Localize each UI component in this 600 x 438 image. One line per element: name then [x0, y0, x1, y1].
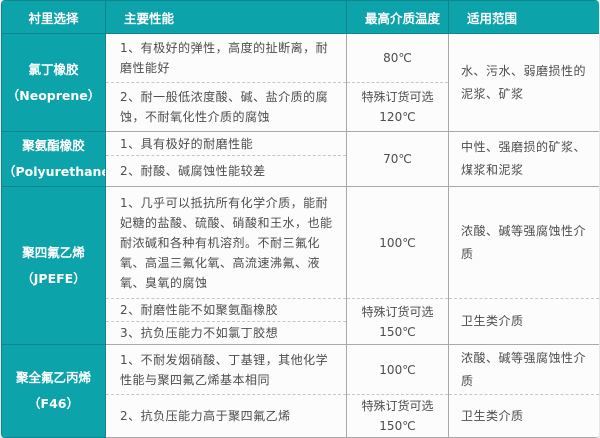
performance-item-cell: 1、有极好的弹性，高度的扯断离，耐磨性能好: [105, 33, 347, 83]
material-name-en: （F46）: [28, 396, 79, 411]
table-row: 2、耐一般低浓度酸、碱、盐介质的腐蚀，不耐氧化性介质的腐蚀 特殊订货可选 120…: [2, 82, 600, 132]
header-application-col: 适用范围: [448, 0, 599, 34]
application-cell: 中性、强磨损的矿浆、煤浆和泥浆: [448, 131, 599, 187]
material-name-en: （Neoprene）: [6, 87, 101, 103]
temp-special-value: 120℃: [379, 110, 416, 124]
table-row: 聚氨酯橡胶 （Polyurethane） 1、具有极好的耐磨性能 70℃ 中性、…: [1, 130, 599, 187]
table-row: 聚全氟乙丙烯 （F46） 1、不耐发烟硝酸、丁基锂，其他化学性能与聚四氟乙烯基本…: [1, 344, 599, 438]
application-cell: 浓酸、碱等强腐蚀性介质: [448, 344, 599, 395]
application-cell: 水、污水、弱磨损性的泥浆、矿浆: [448, 33, 599, 132]
header-max-temp-col: 最高介质温度: [346, 0, 449, 34]
header-performance-col: 主要性能: [105, 0, 347, 34]
performance-item-cell: 2、耐磨性能不如聚氨酯橡胶: [105, 298, 347, 322]
material-name-cell: 聚氨酯橡胶 （Polyurethane）: [1, 131, 106, 187]
application-cell: 卫生类介质: [448, 394, 599, 438]
table-row: 聚四氟乙烯 （JPEFE） 1、几乎可以抵抗所有化学介质，能耐妃糖的盐酸、硫酸、…: [1, 186, 599, 345]
material-name-cell: 氯丁橡胶 （Neoprene）: [1, 33, 106, 132]
material-name-cn: 聚氨酯橡胶: [22, 138, 85, 153]
max-temp-special-cell: 特殊订货可选 150℃: [346, 298, 449, 345]
header-lining-col: 衬里选择: [1, 0, 106, 34]
max-temp-special-cell: 特殊订货可选 120℃: [346, 82, 449, 132]
performance-item-cell: 1、不耐发烟硝酸、丁基锂，其他化学性能与聚四氟乙烯基本相同: [105, 344, 347, 395]
material-name-en: （JPEFE）: [21, 270, 86, 286]
temp-special-label: 特殊订货可选: [361, 304, 434, 319]
performance-item-cell: 2、抗负压能力高于聚四氟乙烯: [105, 394, 347, 438]
performance-item-cell: 1、几乎可以抵抗所有化学介质，能耐妃糖的盐酸、硫酸、硝酸和王水，也能耐浓碱和各种…: [105, 186, 347, 299]
material-name-cn: 聚全氟乙丙烯: [15, 370, 91, 385]
performance-item-cell: 1、具有极好的耐磨性能: [105, 130, 347, 157]
max-temp-cell: 100℃: [346, 344, 449, 395]
material-name-cell: 聚四氟乙烯 （JPEFE）: [1, 186, 106, 345]
max-temp-cell: 70℃: [346, 131, 449, 187]
table-row: 2、耐酸、碱腐蚀性能较差: [2, 155, 600, 187]
material-name-cell: 聚全氟乙丙烯 （F46）: [1, 344, 106, 438]
max-temp-cell: 80℃: [346, 33, 449, 83]
max-temp-special-cell: 特殊订货可选 150℃: [346, 394, 449, 438]
application-cell: 卫生类介质: [448, 298, 599, 345]
table-row: 2、耐磨性能不如聚氨酯橡胶 特殊订货可选 150℃ 卫生类介质: [2, 298, 599, 345]
table-row: 氯丁橡胶 （Neoprene） 1、有极好的弹性，高度的扯断离，耐磨性能好 80…: [1, 33, 599, 132]
application-cell: 浓酸、碱等强腐蚀性介质: [448, 186, 599, 299]
temp-special-value: 150℃: [379, 419, 416, 433]
performance-item-cell: 2、耐一般低浓度酸、碱、盐介质的腐蚀，不耐氧化性介质的腐蚀: [105, 82, 347, 132]
temp-special-value: 150℃: [379, 324, 416, 339]
performance-item-cell: 3、抗负压能力不如氯丁胶想: [105, 321, 347, 345]
material-name-cn: 聚四氟乙烯: [22, 244, 85, 260]
material-name-en: （Polyurethane）: [3, 164, 105, 179]
temp-special-label: 特殊订货可选: [361, 90, 434, 104]
temp-special-label: 特殊订货可选: [361, 399, 434, 413]
table-header-row: 衬里选择 主要性能 最高介质温度 适用范围: [1, 0, 599, 34]
performance-item-cell: 2、耐酸、碱腐蚀性能较差: [105, 155, 347, 187]
material-name-cn: 氯丁橡胶: [28, 61, 79, 77]
max-temp-cell: 100℃: [346, 186, 449, 299]
